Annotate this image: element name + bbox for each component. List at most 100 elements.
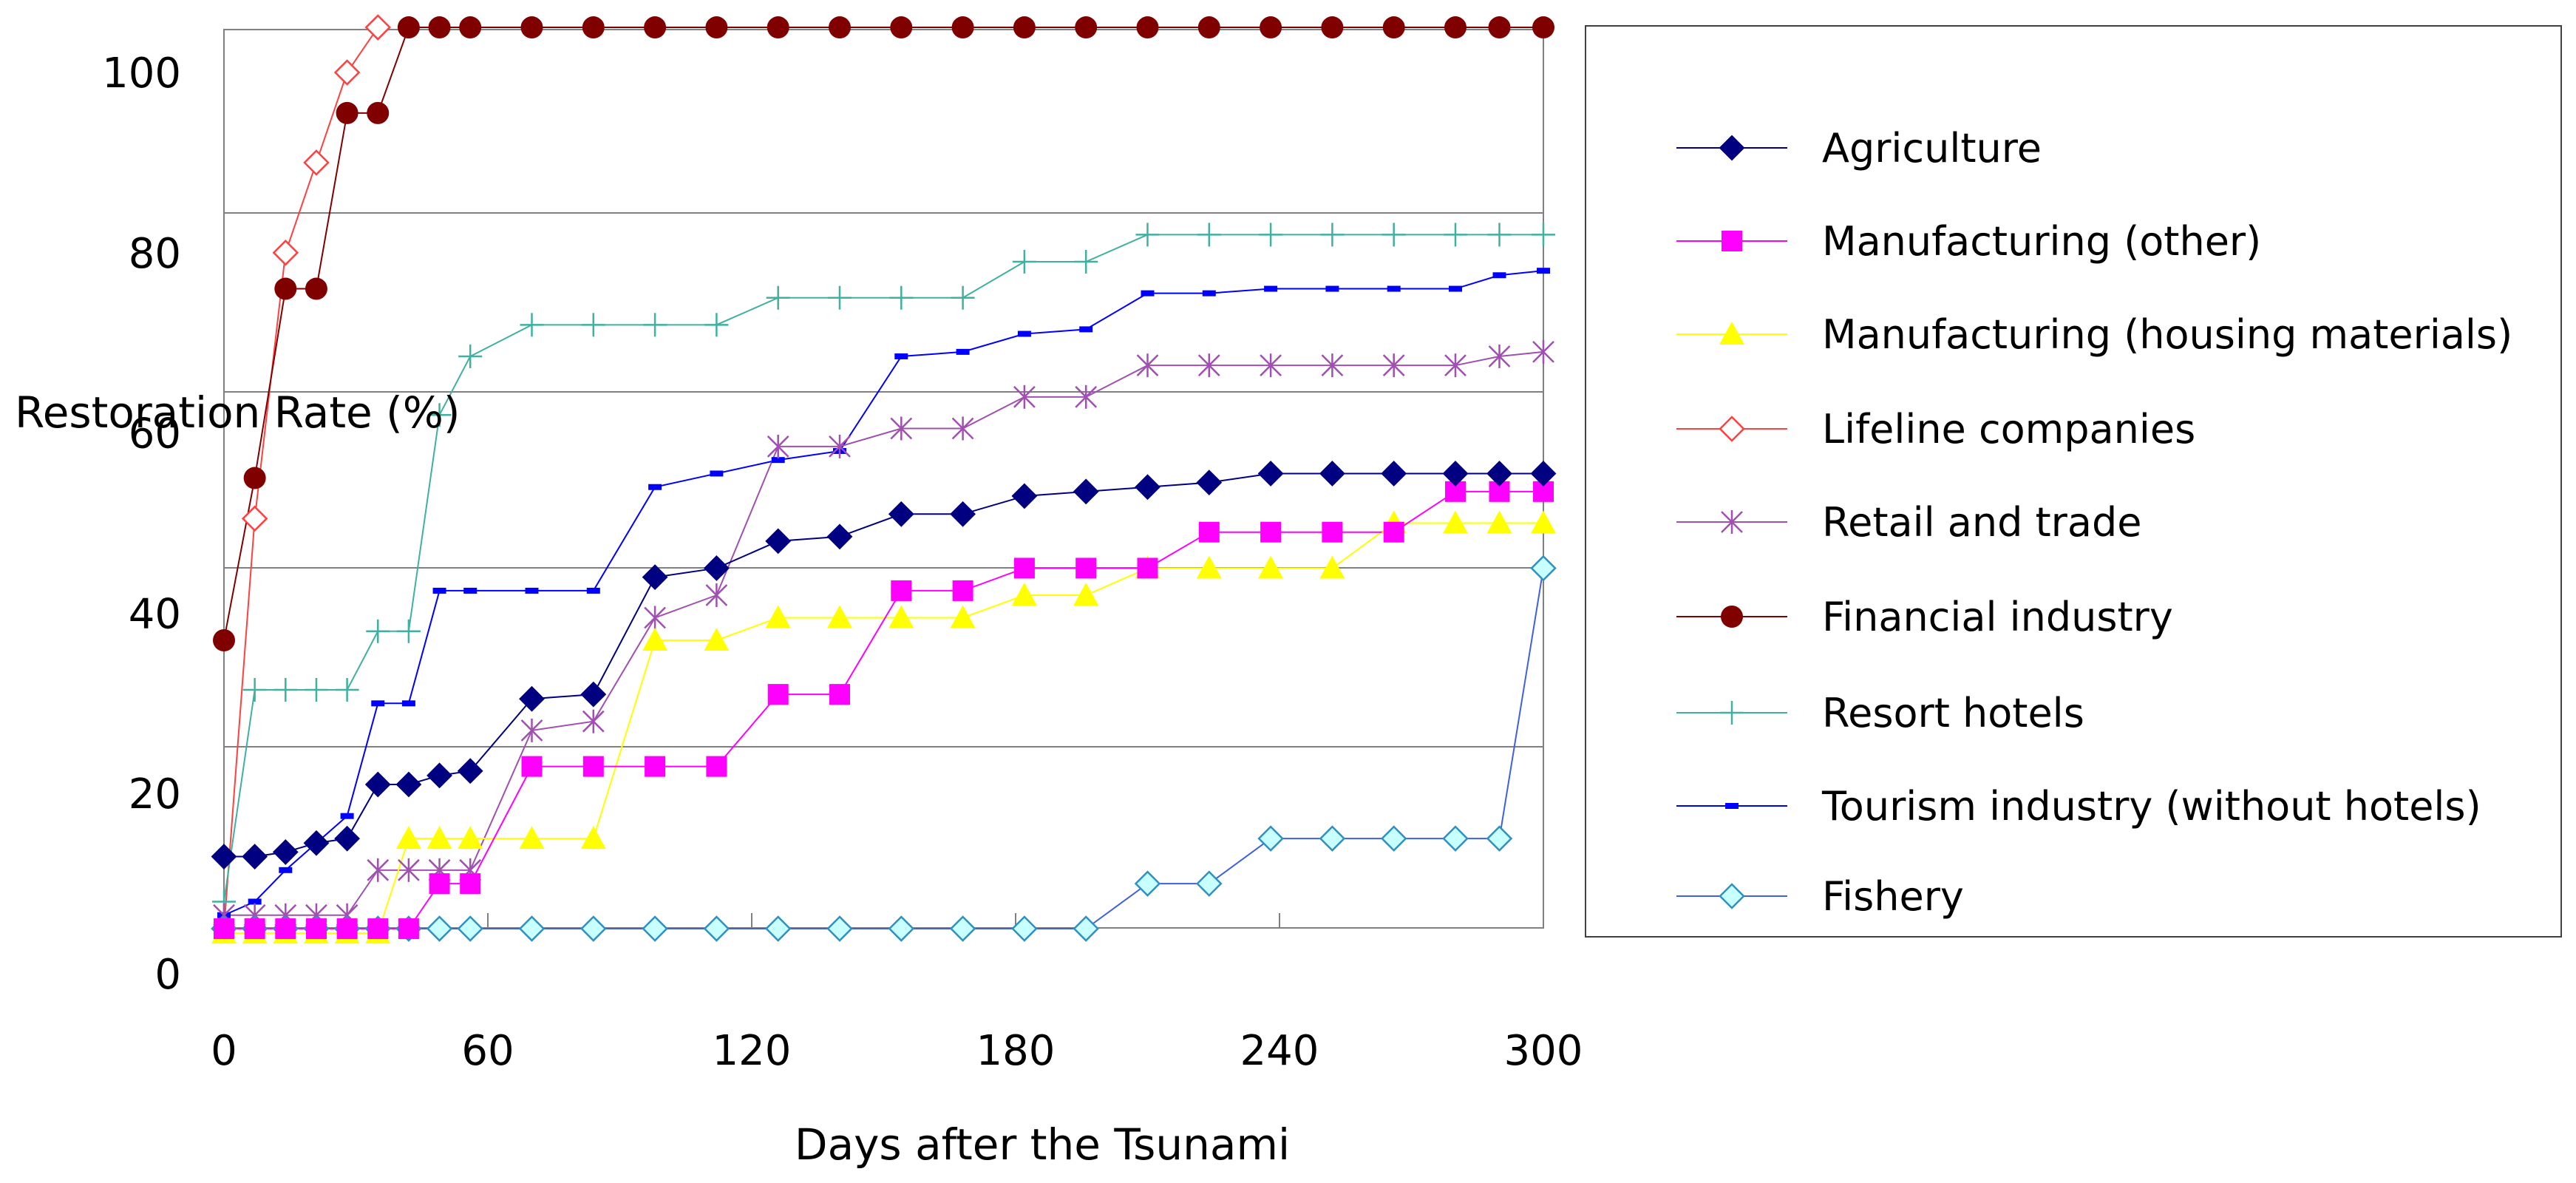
- legend-item-manufacturing-housing-materials: Manufacturing (housing materials): [1676, 311, 2512, 358]
- legend-marker: [1721, 510, 1743, 534]
- data-point-manufacturing-housing-materials: [519, 826, 545, 850]
- series-line-agriculture: [224, 472, 1543, 858]
- legend-marker: [1722, 231, 1742, 251]
- data-point-fishery: [518, 915, 546, 942]
- data-point-resort-hotels: [273, 678, 298, 702]
- legend-label: Retail and trade: [1822, 499, 2141, 546]
- data-point-tourism-industry-without-hotels: [1537, 268, 1550, 274]
- x-tick-label: 0: [211, 1027, 237, 1075]
- x-tick-label: 60: [461, 1027, 514, 1075]
- data-point-financial-industry: [829, 16, 851, 39]
- data-point-financial-industry: [767, 16, 789, 39]
- y-tick-label: 100: [102, 50, 181, 98]
- data-point-manufacturing-other: [1013, 557, 1035, 579]
- data-point-financial-industry: [397, 16, 420, 39]
- legend-box: [1585, 25, 2562, 938]
- data-point-retail-and-trade: [1321, 353, 1344, 378]
- data-point-tourism-industry-without-hotels: [586, 587, 600, 594]
- horizontal-gridlines: [224, 212, 1543, 748]
- data-point-resort-hotels: [1074, 249, 1098, 274]
- data-point-resort-hotels: [427, 403, 452, 427]
- data-point-manufacturing-other: [1198, 521, 1220, 543]
- series-line-manufacturing-housing-materials: [224, 522, 1543, 935]
- data-point-agriculture: [1381, 461, 1407, 487]
- data-point-lifeline-companies: [333, 59, 361, 86]
- x-tick-label: 180: [976, 1027, 1056, 1075]
- data-point-resort-hotels: [520, 313, 544, 337]
- data-point-manufacturing-other: [367, 918, 389, 940]
- data-point-fishery: [426, 915, 453, 942]
- data-point-manufacturing-other: [891, 580, 912, 601]
- data-point-manufacturing-other: [829, 684, 850, 705]
- data-point-tourism-industry-without-hotels: [1264, 285, 1278, 292]
- x-tick-label: 240: [1240, 1027, 1319, 1075]
- plot-area-frame: [223, 29, 1544, 929]
- data-point-agriculture: [1257, 461, 1284, 487]
- series-line-manufacturing-other: [224, 490, 1543, 930]
- data-point-financial-industry: [1321, 16, 1344, 39]
- data-point-retail-and-trade: [367, 858, 390, 882]
- data-point-fishery: [457, 915, 483, 942]
- data-point-resort-hotels: [766, 285, 790, 310]
- data-point-agriculture: [242, 844, 268, 870]
- data-point-agriculture: [1073, 478, 1099, 505]
- data-point-tourism-industry-without-hotels: [1079, 326, 1093, 333]
- data-point-financial-industry: [1013, 16, 1036, 39]
- data-point-retail-and-trade: [398, 858, 420, 882]
- data-point-tourism-industry-without-hotels: [371, 700, 385, 707]
- data-point-agriculture: [1486, 461, 1512, 487]
- data-point-manufacturing-housing-materials: [395, 826, 421, 850]
- data-point-financial-industry: [582, 16, 605, 39]
- data-point-tourism-industry-without-hotels: [710, 470, 724, 477]
- data-point-tourism-industry-without-hotels: [463, 587, 478, 594]
- x-axis-title: Days after the Tsunami: [795, 1119, 1290, 1170]
- data-point-agriculture: [1442, 461, 1469, 487]
- data-point-tourism-industry-without-hotels: [1387, 285, 1401, 292]
- data-point-manufacturing-other: [706, 756, 727, 777]
- data-point-tourism-industry-without-hotels: [340, 813, 354, 819]
- data-point-manufacturing-housing-materials: [704, 627, 730, 651]
- data-point-agriculture: [950, 501, 976, 527]
- data-point-tourism-industry-without-hotels: [1017, 331, 1031, 337]
- data-point-financial-industry: [1136, 16, 1159, 39]
- data-point-tourism-industry-without-hotels: [401, 700, 415, 707]
- data-point-resort-hotels: [335, 678, 359, 702]
- data-point-agriculture: [642, 564, 668, 591]
- data-point-resort-hotels: [1259, 223, 1283, 247]
- legend-label: Fishery: [1822, 873, 1964, 920]
- data-point-retail-and-trade: [582, 709, 605, 733]
- data-point-fishery: [1196, 870, 1223, 897]
- data-point-manufacturing-other: [767, 684, 789, 705]
- data-point-retail-and-trade: [1260, 353, 1282, 378]
- data-point-fishery: [580, 915, 607, 942]
- y-tick-label: 20: [129, 770, 181, 818]
- legend-label: Financial industry: [1822, 594, 2173, 640]
- data-point-fishery: [1442, 825, 1469, 852]
- data-point-manufacturing-other: [645, 756, 666, 777]
- data-point-agriculture: [1135, 474, 1160, 501]
- data-point-agriculture: [1011, 483, 1038, 509]
- data-point-lifeline-companies: [303, 149, 330, 176]
- data-point-tourism-industry-without-hotels: [525, 587, 539, 594]
- data-point-fishery: [826, 915, 853, 942]
- x-tick-label: 300: [1504, 1027, 1583, 1075]
- data-point-manufacturing-housing-materials: [1011, 583, 1037, 606]
- y-axis-title: Restoration Rate (%): [15, 387, 461, 438]
- y-axis-tick-labels: 0 20 40 60 80 100: [102, 50, 181, 999]
- data-point-resort-hotels: [581, 313, 605, 337]
- data-point-resort-hotels: [242, 678, 267, 702]
- data-point-lifeline-companies: [241, 505, 268, 532]
- data-point-lifeline-companies: [272, 240, 299, 266]
- data-point-financial-industry: [1382, 16, 1405, 39]
- data-point-financial-industry: [951, 16, 974, 39]
- data-point-lifeline-companies: [364, 14, 392, 41]
- data-point-financial-industry: [367, 101, 390, 124]
- data-point-retail-and-trade: [1444, 353, 1467, 378]
- data-point-manufacturing-housing-materials: [1531, 510, 1556, 534]
- data-point-retail-and-trade: [890, 416, 913, 441]
- data-point-fishery: [1486, 825, 1513, 852]
- data-point-resort-hotels: [458, 344, 483, 368]
- data-point-agriculture: [395, 771, 422, 798]
- data-point-financial-industry: [459, 16, 482, 39]
